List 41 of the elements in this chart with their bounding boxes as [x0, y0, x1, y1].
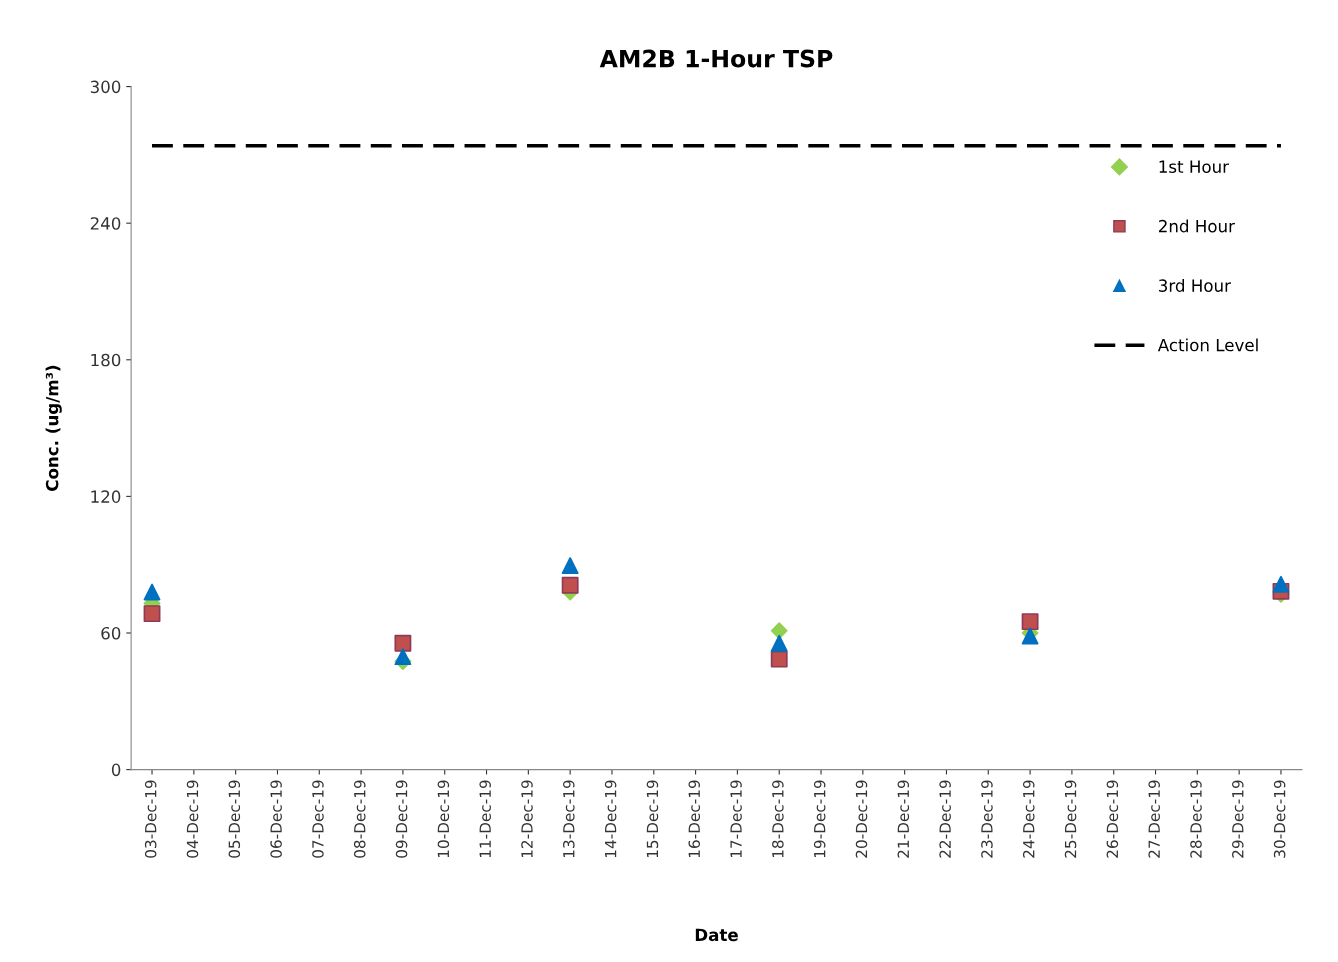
x-tick-label: 18-Dec-19: [772, 780, 784, 858]
x-tick-label: 15-Dec-19: [646, 780, 659, 858]
x-tick-label: 25-Dec-19: [1064, 780, 1077, 858]
x-tick-label: 06-Dec-19: [270, 780, 282, 858]
legend-label: 3rd Hour: [1159, 279, 1231, 292]
y-axis-title: Conc. (ug/m³): [45, 365, 62, 491]
x-tick-label: 29-Dec-19: [1232, 780, 1244, 858]
x-axis-title: Date: [695, 928, 738, 942]
x-tick-label: 16-Dec-19: [688, 780, 701, 858]
x-tick-label: 30-Dec-19: [1273, 780, 1286, 858]
legend-label: Action Level: [1157, 338, 1258, 352]
x-tick-label: 27-Dec-19: [1148, 780, 1160, 858]
x-tick-label: 20-Dec-19: [855, 780, 868, 858]
legend-label: 2nd Hour: [1158, 219, 1235, 233]
x-tick-label: 19-Dec-19: [813, 780, 826, 858]
x-tick-label: 12-Dec-19: [521, 780, 533, 858]
x-tick-label: 07-Dec-19: [312, 780, 324, 858]
x-tick-label: 24-Dec-19: [1022, 780, 1035, 858]
x-tick-label: 10-Dec-19: [437, 780, 450, 858]
y-tick-label: 300: [90, 80, 121, 94]
x-tick-label: 17-Dec-19: [730, 780, 742, 858]
y-tick-label: 120: [91, 490, 121, 503]
x-tick-label: 04-Dec-19: [186, 780, 199, 858]
x-tick-label: 21-Dec-19: [897, 780, 910, 858]
x-tick-label: 09-Dec-19: [395, 780, 408, 858]
x-tick-label: 08-Dec-19: [353, 780, 366, 858]
x-tick-label: 05-Dec-19: [228, 780, 241, 858]
x-tick-label: 11-Dec-19: [479, 780, 491, 858]
y-tick-label: 240: [90, 217, 121, 230]
y-tick-label: 60: [101, 626, 121, 640]
x-tick-label: 23-Dec-19: [981, 780, 993, 858]
x-tick-label: 13-Dec-19: [563, 780, 575, 858]
x-tick-label: 26-Dec-19: [1106, 780, 1119, 858]
x-tick-label: 22-Dec-19: [939, 780, 951, 858]
y-tick-label: 0: [111, 763, 121, 777]
legend-label: 1st Hour: [1159, 160, 1230, 173]
chart-title: AM2B 1-Hour TSP: [599, 49, 833, 68]
x-tick-label: 03-Dec-19: [144, 780, 157, 858]
x-tick-label: 28-Dec-19: [1190, 780, 1202, 858]
x-tick-label: 14-Dec-19: [604, 780, 617, 858]
y-tick-label: 180: [91, 353, 121, 367]
